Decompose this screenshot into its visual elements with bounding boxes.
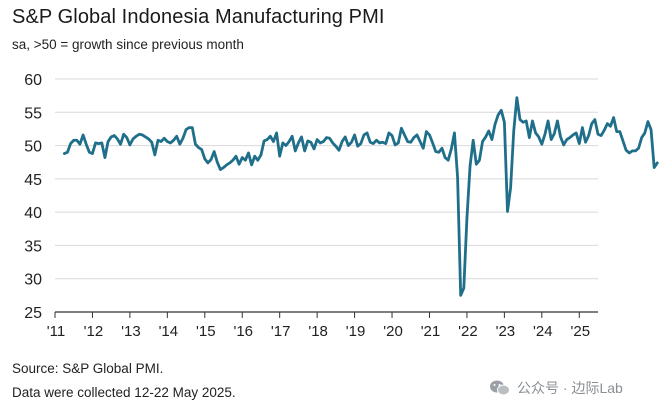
x-tick-label: '13 <box>121 323 141 340</box>
x-tick-label: '15 <box>196 323 216 340</box>
y-tick-label: 45 <box>24 172 42 189</box>
y-tick-label: 55 <box>24 105 42 122</box>
x-tick-label: '19 <box>346 323 366 340</box>
x-tick-label: '24 <box>533 323 553 340</box>
y-tick-label: 30 <box>24 272 42 289</box>
x-tick-label: '25 <box>570 323 590 340</box>
pmi-series-line <box>62 96 659 297</box>
x-tick-label: '16 <box>233 323 253 340</box>
x-tick-label: '11 <box>47 323 65 340</box>
x-tick-label: '12 <box>84 323 104 340</box>
y-tick-label: 60 <box>24 72 42 89</box>
pmi-line-chart: 25 30 35 40 45 50 55 60 '11 '12 '13 '14 '15 '16 '17 '18… <box>24 72 659 340</box>
x-tick-label: '18 <box>308 323 328 340</box>
x-tick-label: '14 <box>159 323 179 340</box>
y-tick-label: 25 <box>24 305 42 322</box>
collection-note: Data were collected 12-22 May 2025. <box>12 385 236 400</box>
x-tick-label: '22 <box>458 323 478 340</box>
x-tick-label: '23 <box>496 323 516 340</box>
x-tick-label: '21 <box>421 323 441 340</box>
source-note: Source: S&P Global PMI. <box>12 361 164 376</box>
x-tick-label: '20 <box>383 323 403 340</box>
y-tick-label: 40 <box>24 205 42 222</box>
wechat-icon <box>490 380 510 396</box>
chart-subtitle: sa, >50 = growth since previous month <box>12 37 244 52</box>
x-tick-label: '17 <box>271 323 291 340</box>
y-tick-label: 50 <box>24 139 42 156</box>
watermark-text: 公众号 · 边际Lab <box>517 380 623 396</box>
chart-title: S&P Global Indonesia Manufacturing PMI <box>12 6 385 28</box>
y-tick-label: 35 <box>24 238 42 255</box>
watermark: 公众号 · 边际Lab <box>489 378 623 398</box>
